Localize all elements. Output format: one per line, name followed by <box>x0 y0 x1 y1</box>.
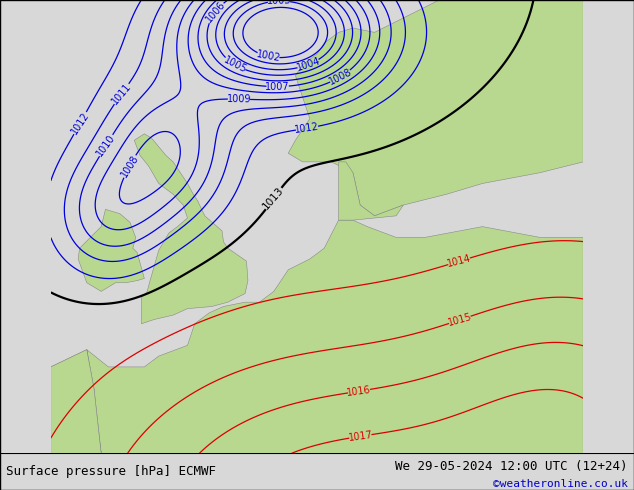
Text: 1015: 1015 <box>446 312 473 328</box>
Text: Surface pressure [hPa] ECMWF: Surface pressure [hPa] ECMWF <box>6 465 216 478</box>
Text: 1014: 1014 <box>446 253 472 269</box>
Text: 1016: 1016 <box>346 385 372 398</box>
Text: 1012: 1012 <box>294 122 320 135</box>
Text: ©weatheronline.co.uk: ©weatheronline.co.uk <box>493 479 628 489</box>
Text: 1004: 1004 <box>295 56 321 73</box>
Text: 1009: 1009 <box>226 94 251 104</box>
Text: 1008: 1008 <box>327 67 354 87</box>
Polygon shape <box>78 209 145 292</box>
Text: 1007: 1007 <box>265 81 290 92</box>
Text: 1003: 1003 <box>267 0 292 6</box>
Text: 1017: 1017 <box>347 430 373 443</box>
Text: 1008: 1008 <box>119 153 140 179</box>
Polygon shape <box>134 134 248 324</box>
Text: 1011: 1011 <box>110 81 133 106</box>
Text: 1013: 1013 <box>261 185 286 212</box>
Text: 1002: 1002 <box>256 49 281 64</box>
Text: 1006: 1006 <box>204 0 227 24</box>
Text: 1005: 1005 <box>222 55 248 75</box>
Polygon shape <box>288 0 583 216</box>
Polygon shape <box>51 350 101 453</box>
Polygon shape <box>339 162 403 220</box>
Text: 1012: 1012 <box>69 110 91 136</box>
Text: 1010: 1010 <box>95 133 117 158</box>
Polygon shape <box>51 220 583 453</box>
Text: We 29-05-2024 12:00 UTC (12+24): We 29-05-2024 12:00 UTC (12+24) <box>395 460 628 473</box>
